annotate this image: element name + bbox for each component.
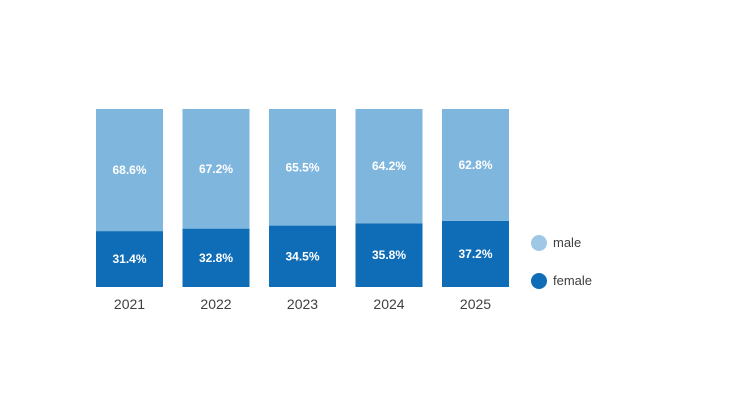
x-tick-label-2021: 2021	[114, 296, 145, 312]
data-label-male-2022: 67.2%	[199, 162, 233, 176]
legend: male female	[531, 235, 592, 289]
x-tick-label-2022: 2022	[200, 296, 231, 312]
bar-male-2023	[269, 109, 336, 226]
data-label-male-2024: 64.2%	[372, 159, 406, 173]
bar-female-2025	[442, 220, 509, 287]
bar-female-2023	[269, 225, 336, 287]
legend-label-female: female	[553, 273, 592, 288]
x-tick-label-2023: 2023	[287, 296, 318, 312]
data-label-male-2021: 68.6%	[112, 163, 146, 177]
bar-male-2022	[182, 109, 250, 229]
legend-swatch-male	[531, 235, 547, 251]
bar-female-2021	[96, 231, 163, 287]
data-label-male-2023: 65.5%	[285, 160, 319, 174]
data-label-female-2024: 35.8%	[372, 248, 406, 262]
data-label-female-2021: 31.4%	[112, 252, 146, 266]
legend-label-male: male	[553, 235, 581, 250]
bar-male-2021	[96, 109, 163, 232]
data-label-male-2025: 62.8%	[458, 158, 492, 172]
x-tick-label-2024: 2024	[373, 296, 404, 312]
category-labels-group: 2021 2022 2023 2024 2025	[114, 296, 491, 312]
bar-male-2024	[355, 109, 423, 224]
x-tick-label-2025: 2025	[460, 296, 491, 312]
bar-female-2024	[355, 223, 423, 287]
bar-female-2022	[182, 228, 250, 287]
bars-group	[96, 109, 509, 287]
bar-male-2025	[442, 109, 509, 221]
data-label-female-2023: 34.5%	[285, 249, 319, 263]
value-labels-group: 31.4% 68.6% 32.8% 67.2% 34.5% 65.5% 35.8% 64.2%…	[112, 158, 492, 266]
data-label-female-2025: 37.2%	[458, 247, 492, 261]
legend-swatch-female	[531, 273, 547, 289]
data-label-female-2022: 32.8%	[199, 251, 233, 265]
